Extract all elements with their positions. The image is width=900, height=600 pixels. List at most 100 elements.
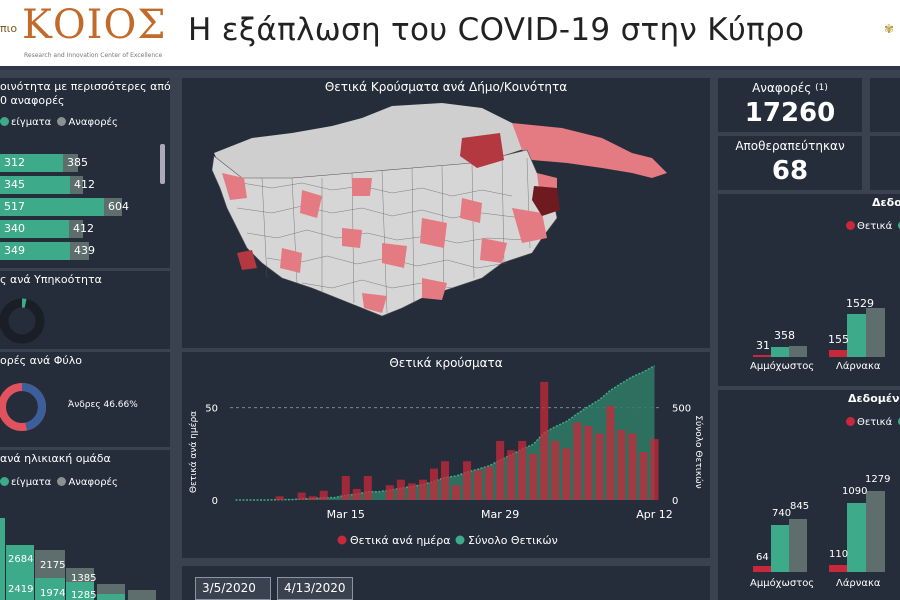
emblem-icon: ✾	[883, 22, 894, 36]
reports-legend-dot	[57, 117, 67, 126]
cyprus-map[interactable]	[182, 78, 710, 348]
y-tick-label: 50	[205, 404, 218, 415]
district-label: Λάρνακα	[836, 578, 881, 589]
age-bar	[97, 594, 125, 600]
y-axis-label: Θετικά ανά ημέρα	[188, 411, 199, 493]
end-date-input[interactable]: 4/13/2020	[277, 577, 353, 600]
daily-bar	[551, 440, 560, 500]
citizenship-panel: ς ανά Υπηκοότητα	[0, 271, 170, 349]
top-positive-dot	[846, 221, 855, 230]
larnaca-hotspot	[532, 186, 560, 216]
daily-bar	[418, 479, 427, 500]
recovered-kpi-card: Αποθεραπεύτηκαν 68	[718, 136, 862, 190]
district-value-label: 1279	[865, 474, 891, 485]
district-bar	[847, 503, 866, 572]
kpi-card-right-1	[870, 78, 900, 132]
community-samples-bar: 340	[0, 220, 69, 238]
y2-tick-label: 0	[672, 496, 678, 507]
daily-bar	[452, 485, 461, 500]
daily-bar	[352, 488, 361, 500]
nicosia-hotspot	[460, 133, 504, 168]
district-value-label: 110	[829, 549, 849, 560]
reports-kpi-label: Αναφορές (1)	[752, 81, 828, 95]
daily-bar	[297, 492, 306, 500]
daily-bar	[606, 405, 615, 500]
age-bar	[66, 582, 94, 600]
community-samples-bar: 312	[0, 154, 63, 172]
recovered-kpi-label: Αποθεραπεύτηκαν	[735, 139, 845, 153]
y2-axis-label: Σύνολο Θετικών	[693, 415, 704, 488]
daily-bar	[463, 461, 472, 500]
district-value-label: 155	[828, 333, 849, 346]
daily-bar	[429, 468, 438, 500]
communities-title-line2: 0 αναφορές	[0, 94, 65, 107]
reports-legend-label: Αναφορές	[68, 117, 118, 128]
age-value-label: 1285	[71, 590, 97, 600]
daily-bar	[540, 381, 549, 500]
district-label: Λάρνακα	[836, 361, 881, 372]
top-positive-label: Θετικά	[857, 221, 893, 232]
age-reports-dot	[57, 477, 67, 486]
daily-bar	[595, 433, 604, 500]
daily-bar	[275, 496, 284, 500]
koios-logo: ΚΟΙΟΣ	[22, 2, 167, 48]
legend-total-dot	[455, 535, 465, 545]
daily-bar	[507, 450, 516, 500]
daily-bar	[319, 490, 328, 500]
district-label: Αμμόχωστος	[750, 578, 815, 589]
daily-bar	[573, 422, 582, 500]
daily-bar	[396, 479, 405, 500]
district-bar	[866, 308, 885, 357]
daily-bar	[650, 439, 659, 500]
district-value-label: 845	[790, 501, 810, 512]
daily-bar	[341, 476, 350, 500]
daily-bar	[639, 452, 648, 500]
citizenship-donut	[0, 298, 45, 344]
daily-bar	[308, 496, 317, 500]
community-samples-bar: 345	[0, 176, 70, 194]
age-panel: ανά ηλικιακή ομάδα είγματα Αναφορές 2684…	[0, 450, 170, 600]
kpi-card-right-2	[870, 136, 900, 190]
daily-bar	[628, 433, 637, 500]
district-bar	[866, 491, 885, 572]
age-bar	[0, 518, 5, 600]
daily-bar	[584, 426, 593, 500]
daily-bar	[562, 448, 571, 500]
community-samples-bar: 517	[0, 198, 104, 216]
age-value-label: 2684	[8, 554, 34, 565]
daily-bar	[440, 461, 450, 500]
district-top-title: Δεδο	[872, 196, 900, 209]
logo-prefix: πιο	[0, 22, 18, 35]
samples-legend-dot	[0, 117, 9, 126]
district-value-label: 31	[756, 339, 770, 352]
communities-scrollbar[interactable]	[160, 144, 165, 184]
x-tick-label: Mar 29	[481, 508, 519, 521]
header-bar: πιο ΚΟΙΟΣ Research and Innovation Center…	[0, 0, 900, 70]
chart-title: Θετικά κρούσματα	[389, 356, 502, 370]
map-panel: Θετικά Κρούσματα ανά Δήμο/Κοινότητα	[182, 78, 710, 348]
communities-panel: οινότητα με περισσότερες από 0 αναφορές …	[0, 78, 170, 268]
daily-bar	[518, 440, 527, 500]
logo-subtitle: Research and Innovation Center of Excell…	[24, 52, 163, 59]
community-samples-bar: 349	[0, 242, 70, 260]
recovered-kpi-value: 68	[771, 156, 809, 186]
y2-tick-label: 500	[672, 404, 691, 415]
reports-kpi-card: Αναφορές (1) 17260	[718, 78, 862, 132]
top-second-dot	[898, 221, 900, 230]
age-bar	[6, 545, 34, 600]
district-bar	[753, 566, 771, 572]
district-bar	[771, 347, 789, 357]
district-bottom-title: Δεδομένα	[848, 392, 900, 405]
daily-bar	[363, 476, 372, 500]
age-value-label: 1974	[40, 588, 66, 599]
occupied-area	[214, 103, 527, 178]
daily-bar	[407, 483, 416, 500]
district-top-legend: Θετικά	[846, 221, 900, 232]
paphos-hotspot	[237, 250, 257, 270]
age-value-label: 2175	[40, 560, 66, 571]
district-bottom-legend: Θετικά	[846, 417, 900, 428]
karpasia	[512, 123, 667, 178]
district-value-label: 1529	[846, 297, 874, 310]
age-samples-label: είγματα	[11, 477, 52, 488]
start-date-input[interactable]: 3/5/2020	[195, 577, 271, 600]
